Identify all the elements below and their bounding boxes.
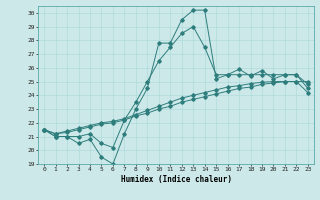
X-axis label: Humidex (Indice chaleur): Humidex (Indice chaleur) bbox=[121, 175, 231, 184]
